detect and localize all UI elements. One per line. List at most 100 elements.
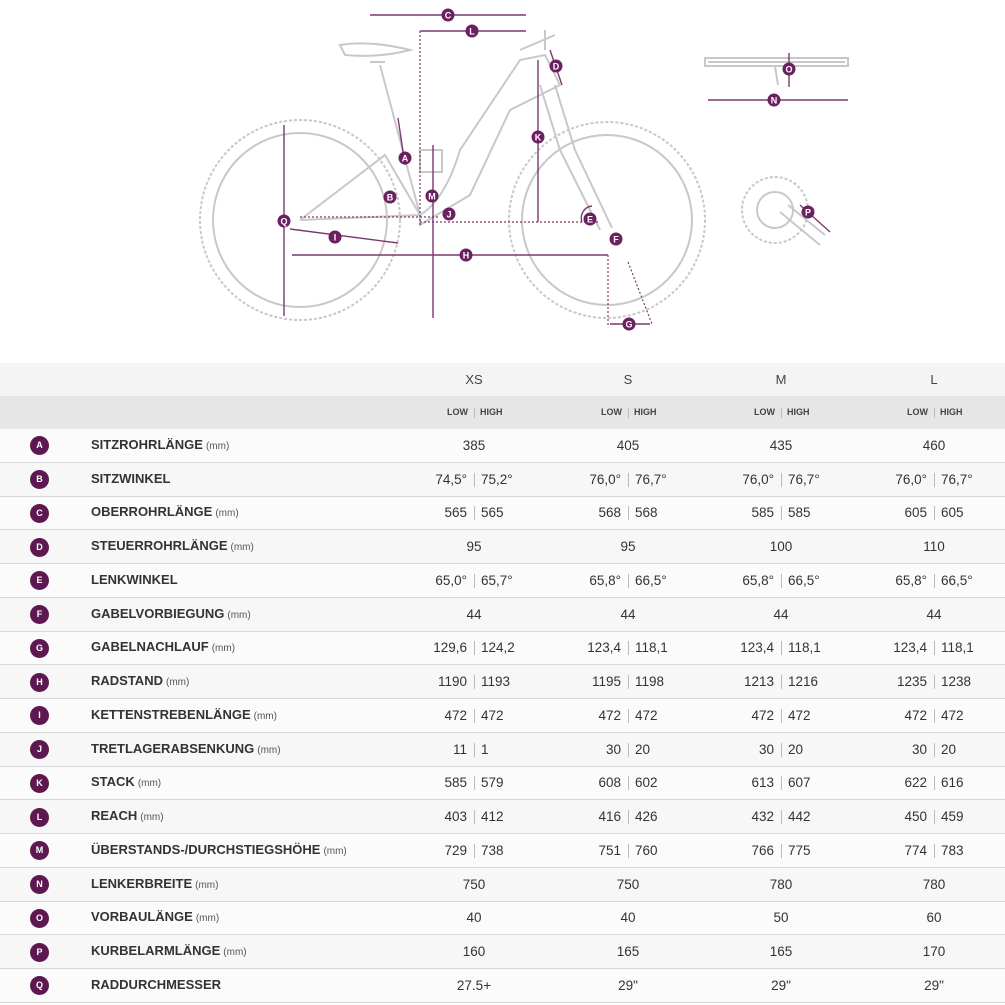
row-unit: (mm) (195, 913, 220, 925)
row-unit: (mm) (140, 812, 164, 824)
row-unit: (mm) (165, 677, 190, 689)
value: 44 (466, 606, 482, 622)
low-value: 766 (751, 842, 774, 858)
letter-badge: C (30, 503, 49, 523)
high-value: 585 (788, 505, 811, 521)
value: 29" (924, 977, 944, 993)
letter-badge: I (30, 706, 49, 726)
separator (781, 573, 782, 588)
diagram-label: E (587, 215, 593, 225)
row-name-text: SITZROHRLÄNGE (91, 436, 203, 452)
row-name-text: VORBAULÄNGE (91, 909, 193, 925)
separator (628, 408, 629, 418)
separator (934, 742, 935, 757)
high-value: 76,7° (941, 471, 973, 487)
diagram-label: N (771, 96, 778, 106)
high-value: 1216 (788, 674, 819, 690)
high-value: 118,1 (635, 640, 668, 656)
diagram-label: Q (280, 217, 287, 227)
low-value: 751 (598, 842, 621, 858)
low-value: 450 (904, 809, 927, 825)
separator (474, 675, 475, 690)
label-dot (465, 24, 479, 38)
value: 405 (616, 437, 640, 453)
label-dot (328, 230, 342, 244)
low-value: 1190 (437, 674, 467, 690)
high-value: 565 (481, 505, 504, 521)
separator (781, 641, 782, 656)
table-row: J TRETLAGERABSENKUNG (mm) 11 1 30 20 30 20 30 20 (0, 732, 1005, 767)
value: 95 (620, 539, 636, 555)
low-label: LOW (601, 407, 622, 417)
separator (934, 472, 935, 487)
row-name-text: LENKWINKEL (91, 571, 178, 587)
low-label: LOW (907, 407, 928, 417)
size-label: S (623, 372, 633, 387)
row-name-text: RADSTAND (91, 673, 163, 689)
high-value: 760 (635, 842, 658, 858)
bike-diagram: C L D K A B MJ Q I H E F G O N P (199, 8, 849, 331)
separator (474, 742, 475, 757)
table-row: H RADSTAND (mm) 1190 1193 1195 1198 1213 1216 123… (0, 665, 1005, 699)
separator (628, 843, 629, 858)
table-row: C OBERROHRLÄNGE (mm) 565 565 568 568 585 585 605 6… (0, 496, 1005, 531)
row-unit: (mm) (215, 508, 239, 520)
separator (781, 675, 782, 690)
diagram-label: M (428, 192, 436, 202)
low-value: 30 (605, 741, 621, 757)
low-value: 472 (444, 707, 467, 723)
row-unit: (mm) (195, 879, 219, 891)
high-value: 118,1 (941, 640, 974, 656)
label-dot (801, 205, 815, 219)
size-label: M (775, 372, 787, 387)
letter-badge: L (30, 807, 49, 827)
low-value: 123,4 (893, 640, 927, 656)
label-dot (609, 232, 623, 246)
row-name: STACK (mm) (91, 774, 161, 789)
high-value: 1 (481, 741, 489, 757)
value: 40 (466, 910, 482, 926)
high-value: 20 (788, 741, 804, 757)
value: 110 (923, 539, 945, 555)
value: 385 (462, 437, 486, 453)
row-unit: (mm) (227, 609, 251, 621)
low-high-header: LOW HIGH LOW HIGH LOW HIGH LOW HIGH (0, 396, 1005, 429)
high-value: 76,7° (788, 471, 820, 487)
row-name: OBERROHRLÄNGE (mm) (91, 504, 239, 519)
dimension-lines (283, 14, 848, 325)
table-row: D STEUERROHRLÄNGE (mm) 95 95 100 110 (0, 530, 1005, 564)
low-value: 1235 (896, 674, 927, 690)
high-value: 20 (941, 741, 957, 757)
table-row: I KETTENSTREBENLÄNGE (mm) 472 472 472 472 472 47… (0, 699, 1005, 733)
separator (781, 843, 782, 858)
value: 165 (616, 944, 640, 960)
separator (474, 843, 475, 858)
letter-badge: A (30, 436, 49, 456)
low-value: 472 (751, 707, 774, 723)
low-value: 65,8° (895, 572, 927, 588)
table-row: G GABELNACHLAUF (mm) 129,6 124,2 123,4 118,1 12… (0, 631, 1005, 666)
low-label: LOW (754, 407, 775, 417)
row-name: ÜBERSTANDS-/DURCHSTIEGSHÖHE (mm) (91, 842, 347, 857)
high-value: 616 (941, 775, 964, 791)
high-value: 472 (941, 707, 964, 723)
value: 40 (620, 910, 636, 926)
row-name-text: LENKERBREITE (91, 875, 193, 891)
high-value: 76,7° (635, 471, 667, 487)
low-value: 472 (598, 707, 621, 723)
value: 29" (771, 977, 791, 993)
high-value: 783 (941, 842, 964, 858)
table-row: P KURBELARMLÄNGE (mm) 160 165 165 170 (0, 935, 1005, 969)
high-value: 75,2° (481, 471, 513, 487)
row-unit: (mm) (323, 845, 347, 857)
row-name: REACH (mm) (91, 808, 164, 823)
label-dot (383, 190, 397, 204)
row-unit: (mm) (205, 440, 230, 452)
row-name-text: KETTENSTREBENLÄNGE (91, 706, 251, 722)
diagram-label: C (445, 11, 452, 21)
row-name: SITZWINKEL (91, 471, 170, 486)
low-value: 123,4 (587, 640, 621, 656)
value: 165 (769, 944, 793, 960)
row-unit: (mm) (137, 778, 162, 790)
value: 160 (462, 944, 486, 960)
